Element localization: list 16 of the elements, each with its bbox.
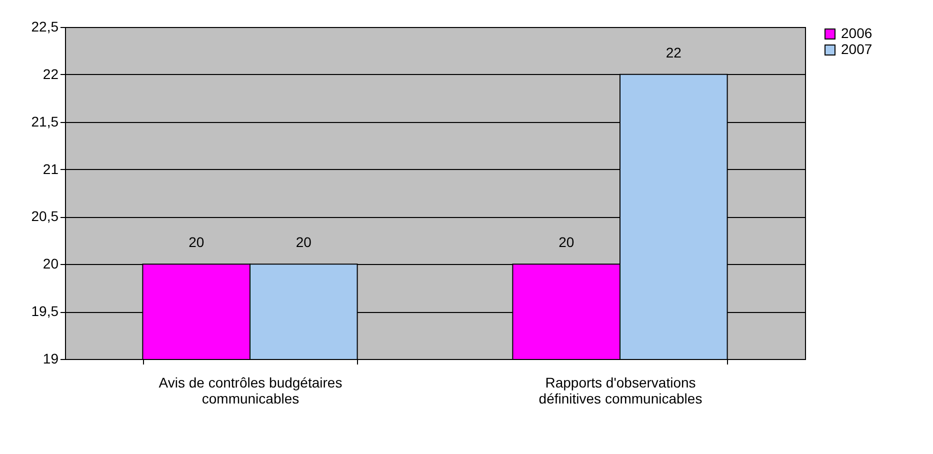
x-tick-label: Rapports d'observations définitives communicables (538, 374, 702, 406)
data-label: 20 (558, 234, 574, 250)
data-label: 20 (296, 234, 312, 250)
y-tick-label: 21,5 (31, 113, 59, 130)
data-label: 22 (666, 44, 682, 60)
y-tick-label: 20 (42, 256, 59, 272)
y-tick-label: 19,5 (31, 303, 59, 320)
legend-label: 2007 (841, 41, 872, 57)
legend-label: 2006 (841, 25, 872, 41)
y-tick-label: 22 (42, 66, 59, 82)
y-tick-label: 19 (42, 350, 59, 366)
y-tick-label: 21 (42, 160, 59, 177)
y-tick-label: 20,5 (31, 208, 59, 224)
x-tick-label: Avis de contrôles budgétaires communicables (158, 374, 342, 406)
y-tick-label: 22,5 (31, 18, 59, 34)
data-label: 20 (188, 234, 204, 250)
